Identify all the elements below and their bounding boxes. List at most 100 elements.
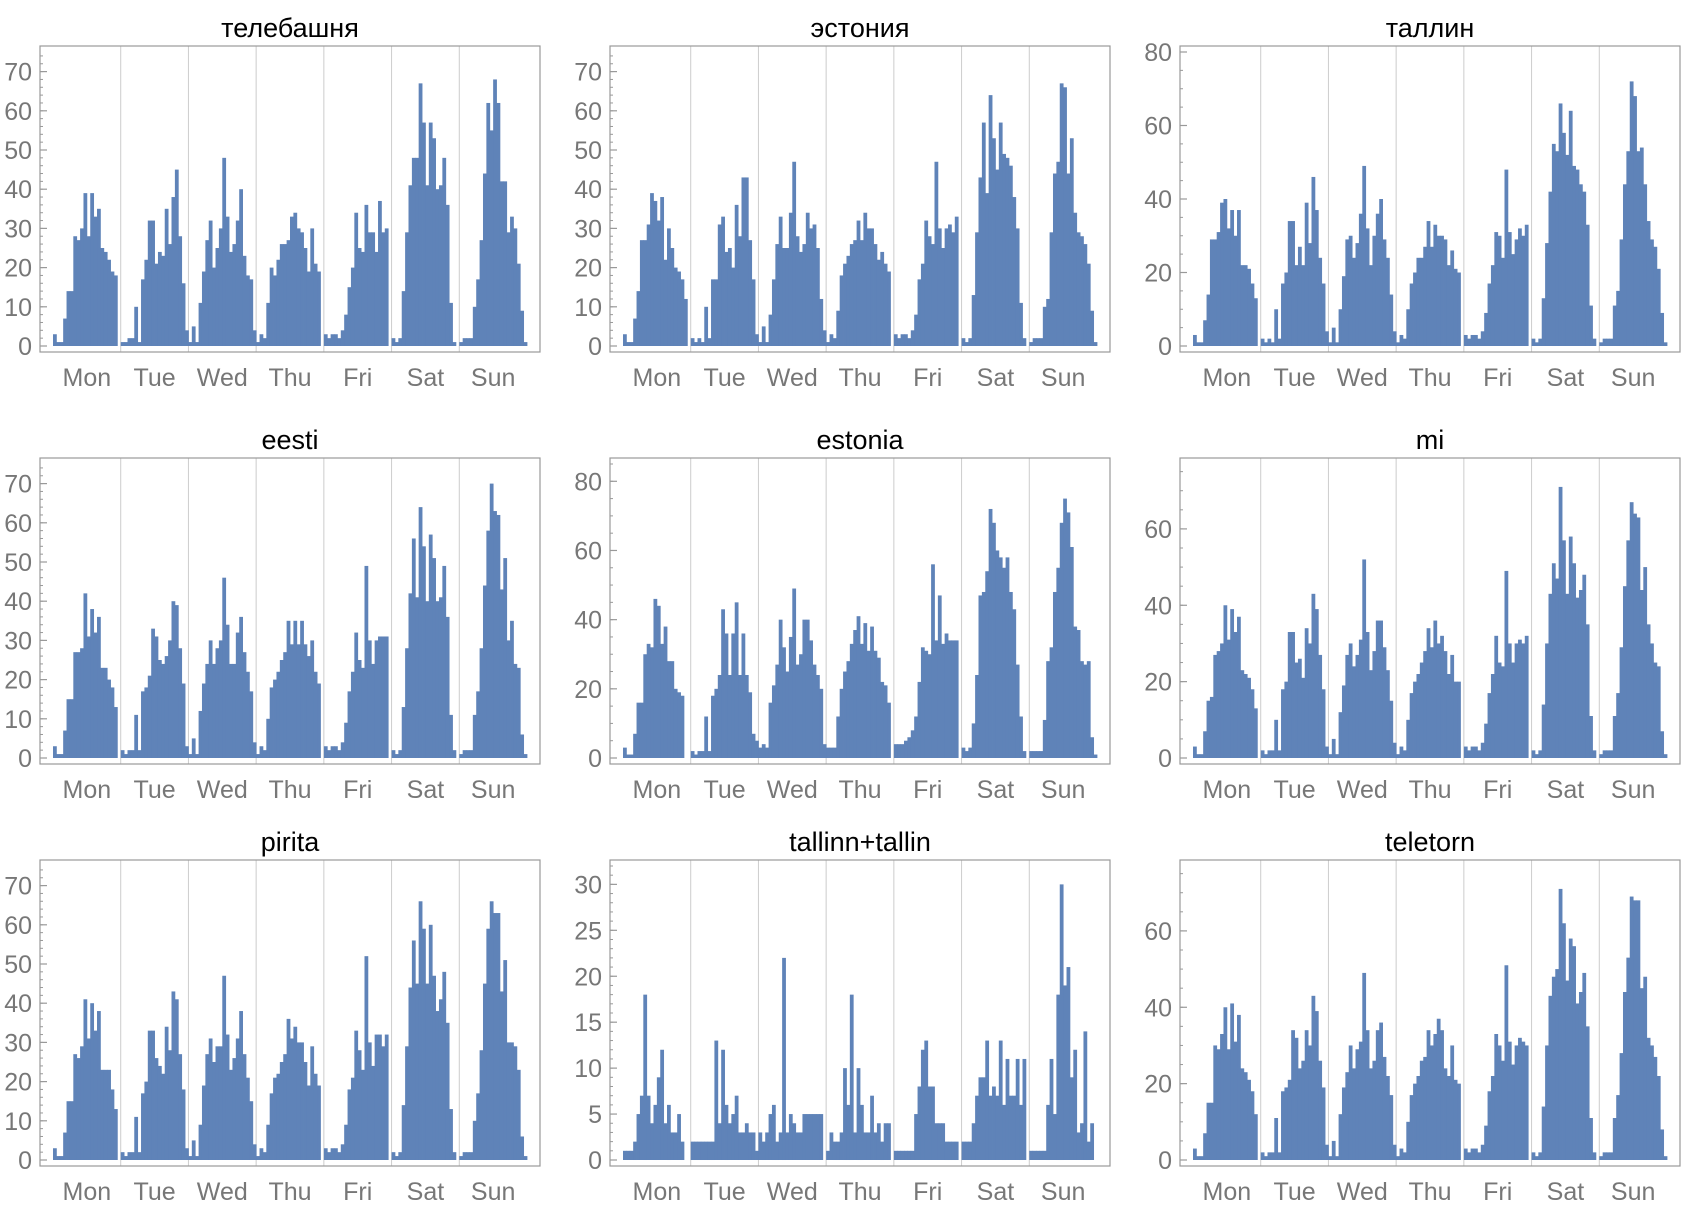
day-bars-mon bbox=[1193, 199, 1258, 346]
bar bbox=[330, 334, 335, 346]
bar bbox=[1402, 750, 1407, 758]
bar bbox=[1392, 742, 1397, 758]
bar bbox=[1345, 239, 1350, 346]
bar bbox=[384, 228, 389, 346]
bar bbox=[425, 185, 430, 346]
bar bbox=[1015, 228, 1020, 346]
bar bbox=[347, 287, 352, 346]
bar bbox=[164, 1026, 169, 1160]
bar bbox=[1436, 235, 1441, 346]
bar bbox=[1663, 1156, 1668, 1160]
bar bbox=[391, 750, 396, 758]
bar bbox=[978, 177, 983, 346]
bar bbox=[961, 1141, 966, 1161]
bar bbox=[361, 667, 365, 758]
bar bbox=[1287, 1079, 1292, 1160]
bar bbox=[466, 1152, 470, 1160]
bar bbox=[1291, 1030, 1295, 1160]
day-bars-wed bbox=[188, 577, 257, 758]
bar bbox=[1226, 228, 1231, 346]
day-bars-wed bbox=[1328, 972, 1397, 1160]
bar bbox=[795, 236, 800, 346]
bar bbox=[279, 244, 284, 346]
bar bbox=[1362, 559, 1367, 758]
bar bbox=[721, 1049, 725, 1160]
bar bbox=[650, 647, 654, 758]
bar bbox=[147, 1030, 152, 1160]
bar bbox=[1656, 268, 1661, 346]
bar bbox=[422, 122, 426, 346]
bar bbox=[765, 1132, 769, 1160]
bar bbox=[1534, 342, 1539, 346]
bar bbox=[1093, 342, 1098, 346]
y-tick-label: 0 bbox=[18, 333, 32, 361]
bar bbox=[1267, 338, 1272, 346]
bar bbox=[1291, 221, 1295, 346]
y-tick-label: 10 bbox=[4, 706, 32, 734]
bar bbox=[643, 654, 648, 758]
bar bbox=[1069, 547, 1074, 758]
day-bars-sat bbox=[1531, 888, 1597, 1160]
bar bbox=[1203, 320, 1207, 346]
day-bars-sun bbox=[1599, 81, 1668, 347]
bar bbox=[897, 1150, 902, 1160]
bar bbox=[1589, 305, 1593, 346]
bar bbox=[59, 754, 64, 758]
bar bbox=[1440, 635, 1444, 758]
bar bbox=[1589, 716, 1593, 758]
x-tick-label: Fri bbox=[1483, 776, 1512, 804]
bar bbox=[738, 674, 742, 758]
bar bbox=[1301, 265, 1306, 346]
bar bbox=[1534, 1156, 1539, 1160]
bar bbox=[1059, 884, 1064, 1161]
bar bbox=[73, 1054, 78, 1160]
bar bbox=[327, 1152, 332, 1160]
bar bbox=[354, 1030, 359, 1160]
bar bbox=[69, 1101, 74, 1160]
bar bbox=[1578, 992, 1583, 1160]
bar bbox=[1223, 199, 1228, 346]
bar bbox=[690, 338, 695, 346]
bar bbox=[330, 746, 335, 758]
bar bbox=[1606, 1152, 1610, 1160]
bar bbox=[1443, 651, 1448, 758]
bar bbox=[1494, 232, 1499, 346]
bar bbox=[1022, 751, 1027, 758]
bar bbox=[1203, 1133, 1207, 1160]
bar bbox=[499, 181, 504, 346]
bar bbox=[978, 1077, 983, 1160]
bar bbox=[445, 204, 450, 346]
y-tick-label: 50 bbox=[4, 137, 32, 165]
bar bbox=[633, 733, 637, 758]
bar bbox=[1237, 616, 1241, 758]
chart-title: телебашня bbox=[221, 13, 359, 43]
bar bbox=[310, 640, 315, 758]
bar bbox=[667, 661, 671, 758]
bar bbox=[245, 671, 250, 758]
bar bbox=[815, 1114, 820, 1160]
bar bbox=[1484, 723, 1488, 758]
bar bbox=[1297, 246, 1302, 346]
bar bbox=[405, 648, 409, 758]
bar bbox=[744, 1123, 749, 1160]
bar bbox=[914, 716, 918, 758]
bar bbox=[1063, 87, 1067, 346]
chart-panel: эстония 0 10 20 30 40 50 60 70 Mon Tue Wed Thu Fri Sat… bbox=[574, 13, 1111, 392]
bar bbox=[1521, 643, 1526, 758]
bar bbox=[1355, 1049, 1360, 1160]
bar bbox=[371, 1065, 376, 1160]
bar bbox=[910, 1150, 915, 1160]
bar bbox=[887, 702, 891, 758]
x-tick-label: Thu bbox=[1408, 364, 1451, 392]
bar bbox=[381, 636, 386, 758]
bar bbox=[981, 591, 986, 758]
bar bbox=[191, 326, 196, 346]
x-tick-label: Wed bbox=[197, 776, 248, 804]
bar bbox=[1585, 624, 1590, 758]
bar bbox=[1582, 574, 1587, 758]
bar bbox=[1392, 331, 1397, 346]
bar bbox=[829, 334, 834, 346]
bar bbox=[1487, 283, 1492, 346]
day-bars-mon bbox=[1193, 605, 1258, 758]
bar bbox=[306, 656, 311, 758]
